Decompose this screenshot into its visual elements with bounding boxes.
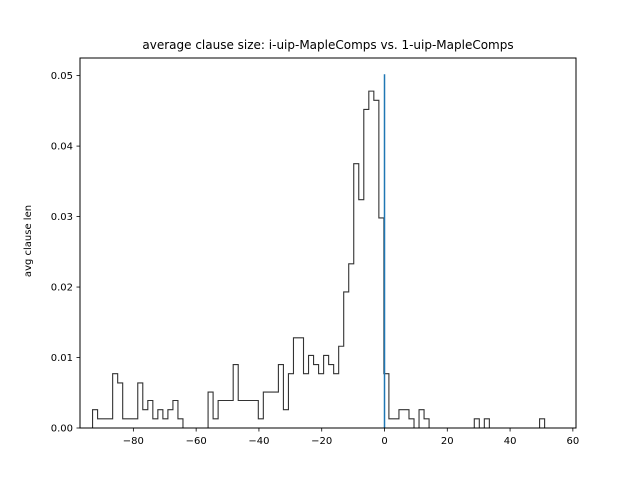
y-tick-label: 0.02 — [51, 283, 73, 294]
x-tick-label: −60 — [186, 436, 207, 447]
x-tick-label: −40 — [248, 436, 269, 447]
y-tick-label: 0.04 — [51, 142, 73, 153]
x-tick-label: 20 — [441, 436, 454, 447]
x-tick-label: 0 — [381, 436, 387, 447]
y-axis-label: avg clause len — [23, 205, 34, 277]
x-tick-label: −80 — [123, 436, 144, 447]
chart-title: average clause size: i-uip-MapleComps vs… — [142, 38, 513, 52]
axes: −80 −60 −40 −20 0 20 40 60 0.00 0.01 0.02 0.03 0.04 0… — [51, 57, 579, 447]
plot-frame — [79, 57, 577, 429]
y-tick-label: 0.03 — [51, 212, 73, 223]
x-tick-label: 40 — [504, 436, 517, 447]
y-tick-label: 0.05 — [51, 71, 73, 82]
x-tick-label: −20 — [311, 436, 332, 447]
y-tick-label: 0.00 — [51, 424, 73, 435]
y-tick-label: 0.01 — [51, 353, 73, 364]
x-tick-label: 60 — [566, 436, 579, 447]
